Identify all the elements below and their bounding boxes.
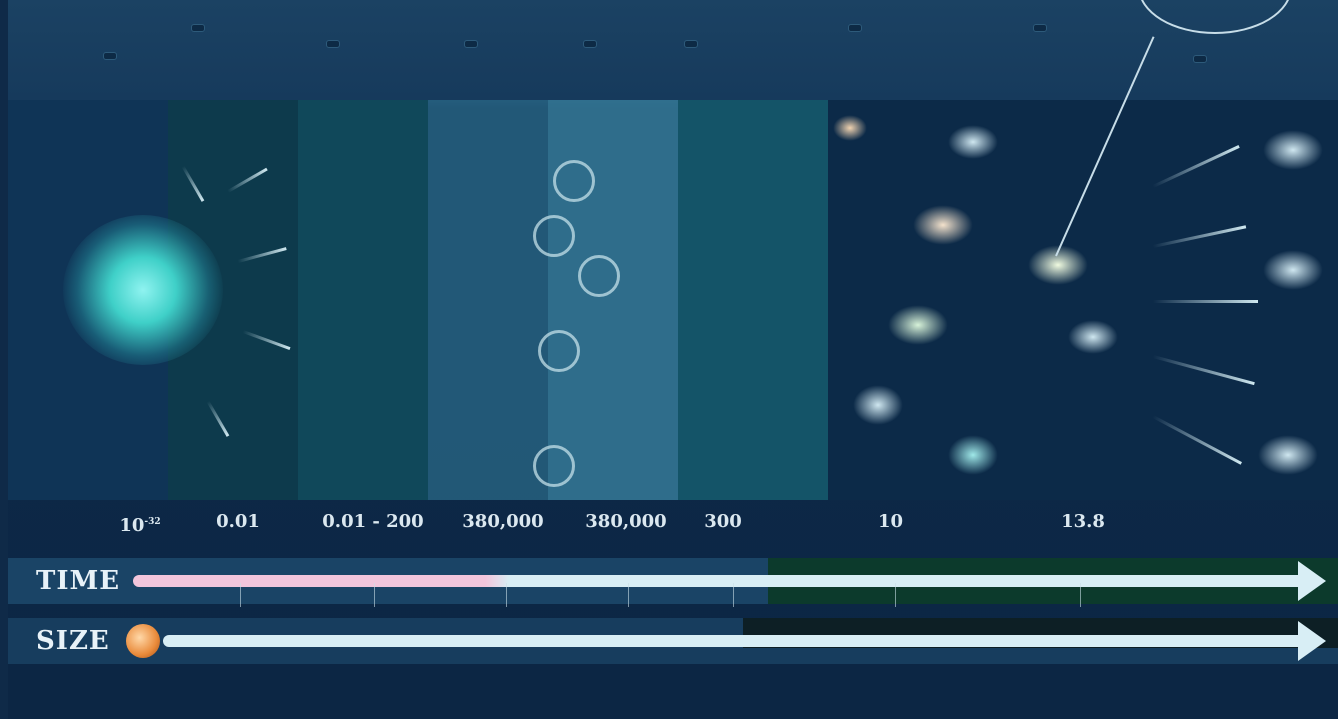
time-value-6: 300	[704, 511, 742, 532]
light-ring	[538, 330, 580, 372]
time-value-2: 0.01	[216, 511, 260, 532]
era-box-3	[326, 40, 340, 48]
era-box-7	[848, 24, 862, 32]
galaxy	[913, 205, 973, 245]
time-tick	[506, 583, 507, 607]
light-ring	[533, 445, 575, 487]
era-box-6	[684, 40, 698, 48]
time-tick	[733, 583, 734, 607]
time-value-3: 0.01 - 200	[322, 511, 424, 532]
time-tick	[895, 583, 896, 607]
galaxy	[948, 435, 998, 475]
infographic: 10-32 0.01 0.01 - 200 380,000 380,000 30…	[8, 0, 1338, 719]
time-value-8: 13.8	[1061, 511, 1105, 532]
band-galaxies	[828, 100, 1338, 500]
time-arrow-shaft	[133, 575, 1308, 587]
era-box-8	[1033, 24, 1047, 32]
time-tick	[374, 583, 375, 607]
light-ring	[533, 215, 575, 257]
galaxy	[1263, 130, 1323, 170]
arrow-right-icon	[1298, 561, 1326, 601]
time-value-5: 380,000	[585, 511, 667, 532]
era-box-5	[583, 40, 597, 48]
band-first-stars	[678, 100, 828, 500]
time-value-1: 10-32	[119, 515, 161, 536]
galaxy	[833, 115, 867, 141]
arrow-right-icon	[1298, 621, 1326, 661]
size-arrow-shaft	[163, 635, 1308, 647]
galaxy	[1068, 320, 1118, 354]
size-label: SIZE	[36, 626, 110, 656]
time-tick	[240, 583, 241, 607]
galaxy	[948, 125, 998, 159]
expansion-arrow	[1153, 300, 1258, 303]
era-box-9	[1193, 55, 1207, 63]
galaxy	[1263, 250, 1323, 290]
era-box-1	[103, 52, 117, 60]
galaxy	[1258, 435, 1318, 475]
galaxy	[853, 385, 903, 425]
orange-sphere-icon	[126, 624, 160, 658]
era-box-4	[464, 40, 478, 48]
zoom-circle	[1138, 0, 1292, 34]
big-bang-glow	[63, 215, 223, 365]
time-value-4: 380,000	[462, 511, 544, 532]
time-tick	[1080, 583, 1081, 607]
galaxy	[888, 305, 948, 345]
time-tick	[628, 583, 629, 607]
light-ring	[578, 255, 620, 297]
light-ring	[553, 160, 595, 202]
band-nucleosynthesis	[298, 100, 428, 500]
time-value-7: 10	[877, 511, 904, 532]
time-label: TIME	[36, 566, 121, 596]
era-box-2	[191, 24, 205, 32]
